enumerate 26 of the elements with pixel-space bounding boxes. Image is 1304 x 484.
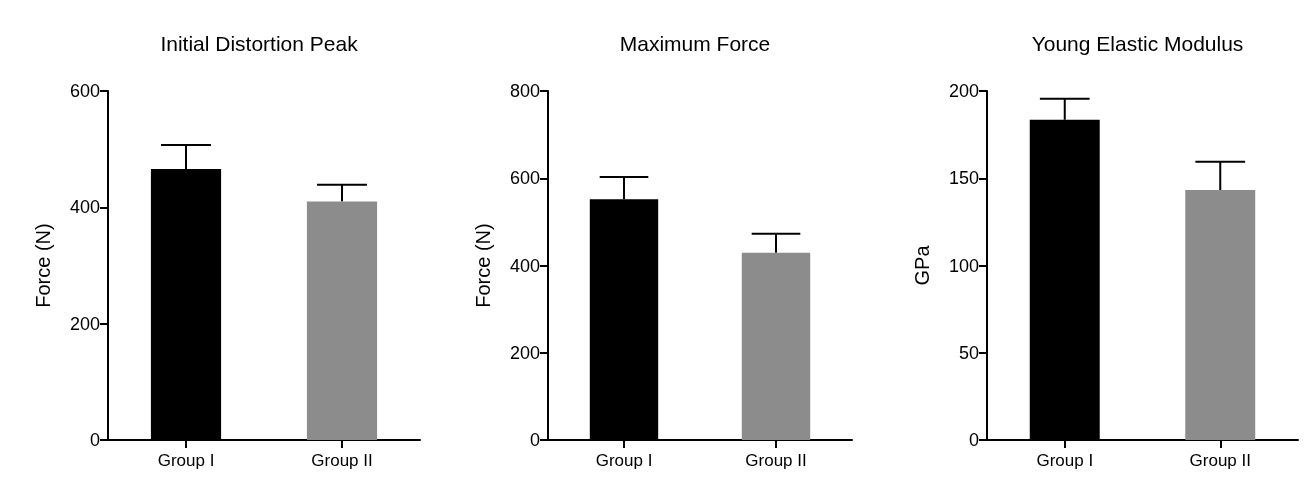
y-tick-label: 400: [509, 255, 540, 276]
y-tick-label: 0: [89, 430, 100, 450]
y-axis-title: Force (N): [472, 223, 494, 308]
x-tick-label: Group I: [595, 451, 653, 470]
y-tick-label: 50: [958, 342, 979, 363]
y-tick-label: 600: [69, 81, 100, 101]
y-tick-label: 100: [948, 255, 979, 276]
y-tick-label: 800: [509, 81, 540, 101]
x-tick-label: Group II: [745, 451, 807, 470]
chart-title: Initial Distortion Peak: [160, 32, 359, 55]
y-tick-label: 200: [948, 81, 979, 101]
y-tick-label: 0: [529, 430, 540, 450]
y-tick-label: 600: [509, 168, 540, 189]
y-tick-label: 400: [69, 197, 100, 218]
x-tick-label: Group I: [157, 451, 215, 470]
x-tick-label: Group II: [311, 451, 373, 470]
y-axis-title: GPa: [911, 244, 933, 286]
x-tick-label: Group II: [1189, 451, 1251, 470]
x-tick-label: Group I: [1036, 451, 1094, 470]
chart-title: Young Elastic Modulus: [1031, 32, 1244, 55]
chart-title: Maximum Force: [619, 32, 771, 55]
y-tick-label: 200: [509, 342, 540, 363]
y-tick-label: 0: [968, 430, 979, 450]
y-tick-label: 200: [69, 313, 100, 334]
y-axis-title: Force (N): [32, 223, 54, 308]
y-tick-label: 150: [948, 168, 979, 189]
